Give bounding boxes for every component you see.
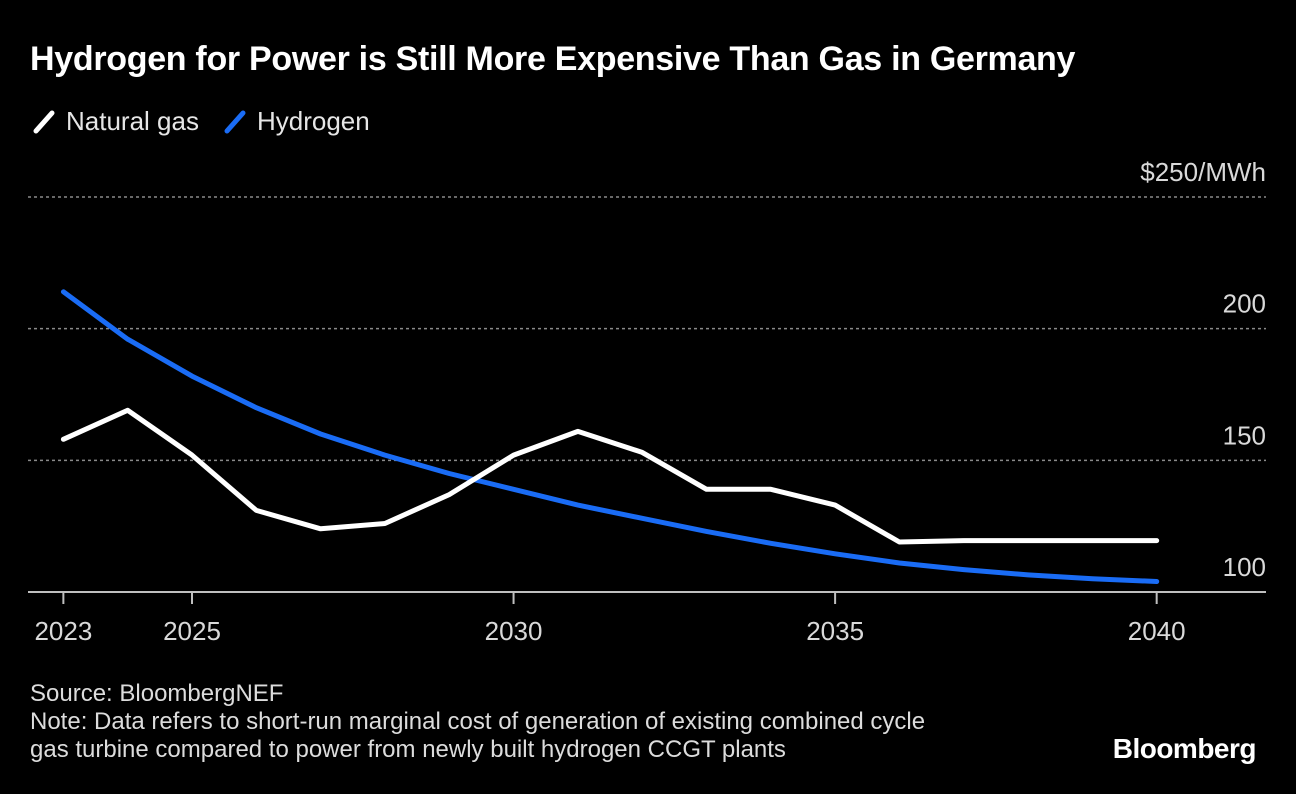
y-tick-label-200: 200 bbox=[1223, 289, 1266, 319]
note-line-2: gas turbine compared to power from newly… bbox=[30, 736, 786, 763]
y-axis-labels: $250/MWh 200 150 100 bbox=[1140, 157, 1266, 582]
legend-swatch-natural-gas bbox=[33, 110, 55, 133]
legend-label-natural-gas: Natural gas bbox=[66, 106, 199, 136]
legend-swatch-hydrogen bbox=[224, 110, 246, 133]
source-note: Source: BloombergNEF bbox=[30, 680, 284, 707]
x-tick-label-2025: 2025 bbox=[163, 616, 221, 646]
series-lines bbox=[60, 289, 1160, 584]
y-tick-label-150: 150 bbox=[1223, 420, 1266, 450]
chart-footer: Source: BloombergNEF Note: Data refers t… bbox=[30, 680, 925, 764]
y-tick-label-100: 100 bbox=[1223, 552, 1266, 582]
x-tick-label-2035: 2035 bbox=[806, 616, 864, 646]
chart-title: Hydrogen for Power is Still More Expensi… bbox=[30, 40, 1076, 78]
series-line-hydrogen bbox=[60, 289, 1160, 584]
bloomberg-logo: Bloomberg bbox=[1112, 733, 1257, 764]
legend: Natural gas Hydrogen bbox=[30, 106, 392, 137]
x-axis: 2023 2025 2030 2035 2040 bbox=[34, 592, 1186, 646]
x-tick-label-2030: 2030 bbox=[485, 616, 543, 646]
legend-label-hydrogen: Hydrogen bbox=[256, 106, 370, 136]
series-line-natural-gas bbox=[60, 407, 1160, 545]
note-line-1: Note: Data refers to short-run marginal … bbox=[30, 708, 926, 735]
legend-item-natural-gas: Natural gas bbox=[30, 106, 199, 137]
legend-item-hydrogen: Hydrogen bbox=[221, 106, 370, 137]
y-tick-label-250: $250/MWh bbox=[1140, 157, 1266, 187]
x-tick-label-2040: 2040 bbox=[1128, 616, 1186, 646]
gridlines bbox=[28, 196, 1266, 462]
x-tick-label-2023: 2023 bbox=[34, 616, 92, 646]
